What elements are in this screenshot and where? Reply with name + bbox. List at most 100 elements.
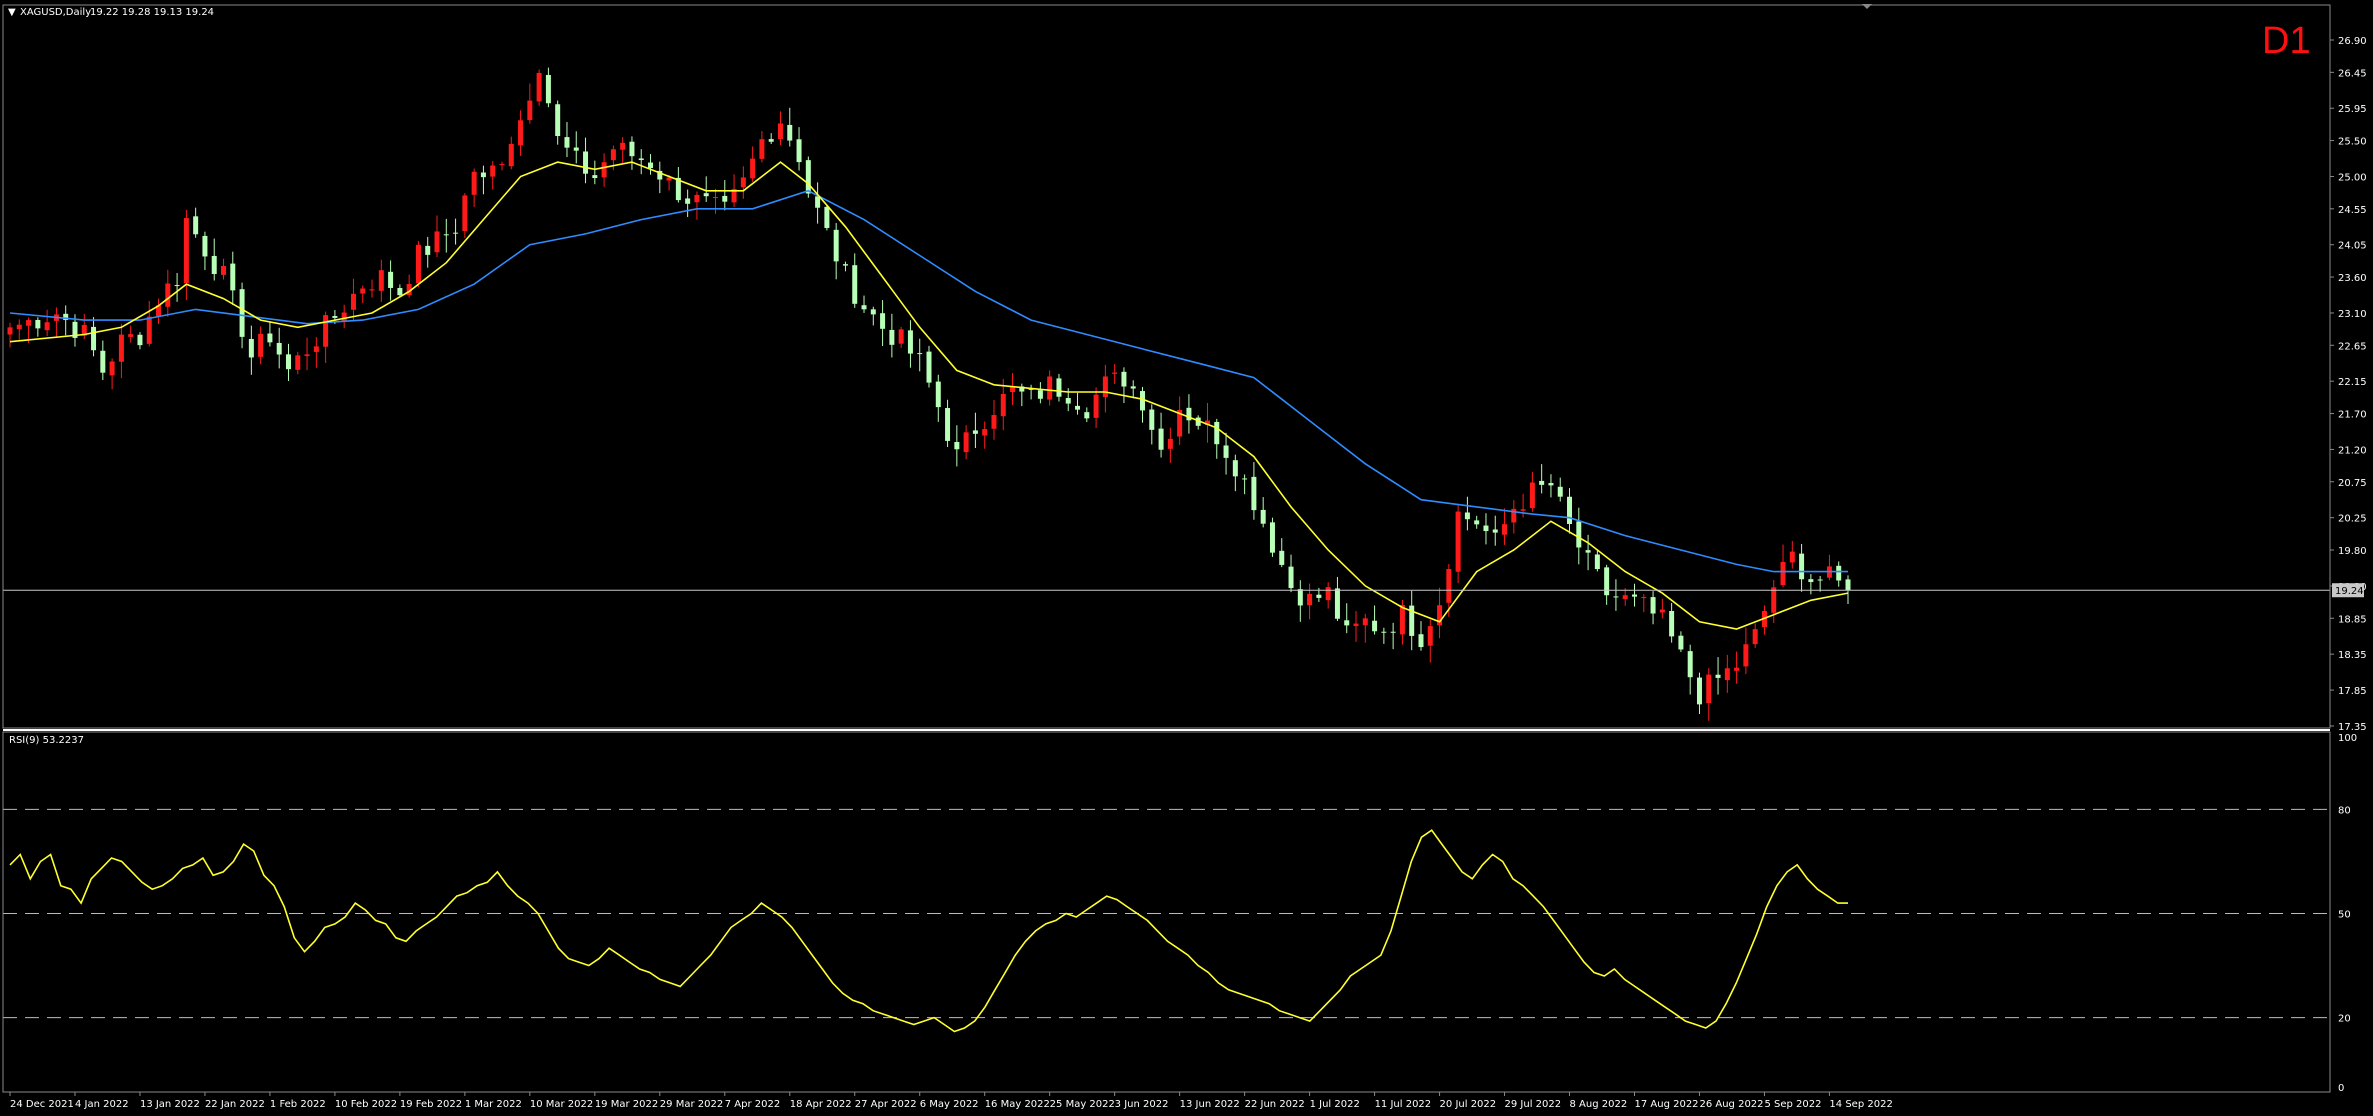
candle-body	[963, 432, 969, 453]
candle-body	[1483, 525, 1489, 532]
candle-body	[1084, 412, 1090, 419]
candle-body	[1019, 386, 1025, 392]
candle-body	[146, 316, 152, 344]
date-tick-label: 19 Feb 2022	[400, 1099, 462, 1110]
timeframe-label: D1	[2262, 20, 2311, 62]
candle-body	[1641, 597, 1647, 599]
candle-body	[620, 142, 626, 150]
price-tick-label: 17.85	[2338, 686, 2367, 697]
candle-body	[527, 100, 533, 121]
candle-body	[852, 265, 858, 304]
date-tick-label: 29 Mar 2022	[660, 1099, 723, 1110]
candle-body	[777, 123, 783, 140]
candle-body	[815, 196, 821, 208]
current-price-tag	[2332, 583, 2364, 598]
candle-body	[768, 139, 774, 142]
candle-body	[63, 313, 69, 320]
candle-body	[1734, 667, 1740, 671]
candle-body	[861, 305, 867, 310]
candle-body	[406, 284, 412, 296]
rsi-pane[interactable]	[3, 808, 2330, 1033]
candle-body	[1334, 588, 1340, 619]
candle-body	[592, 175, 598, 179]
candle-body	[397, 288, 403, 296]
candle-body	[1511, 508, 1517, 523]
price-pane[interactable]	[3, 67, 2330, 721]
candle-body	[1177, 409, 1183, 437]
candle-body	[1372, 620, 1378, 632]
candle-body	[648, 162, 654, 169]
candle-body	[323, 315, 329, 347]
candle-body	[81, 324, 87, 336]
candle-body	[1167, 438, 1173, 449]
candle-body	[518, 120, 524, 146]
candle-body	[666, 177, 672, 181]
candle-body	[935, 381, 941, 408]
price-tick-label: 21.20	[2338, 445, 2367, 456]
date-tick-label: 22 Jan 2022	[205, 1099, 265, 1110]
date-tick-label: 18 Apr 2022	[790, 1099, 852, 1110]
candle-body	[573, 147, 579, 151]
candle-body	[1817, 579, 1823, 581]
candle-body	[1659, 609, 1665, 613]
candle-body	[1427, 626, 1433, 646]
candle-body	[388, 271, 394, 288]
candle-body	[1743, 644, 1749, 667]
date-tick-label: 6 May 2022	[920, 1099, 979, 1110]
price-tick-label: 20.75	[2338, 478, 2367, 489]
date-tick-label: 22 Jun 2022	[1245, 1099, 1305, 1110]
date-tick-label: 1 Feb 2022	[270, 1099, 326, 1110]
candle-body	[907, 330, 913, 354]
candle-body	[1455, 511, 1461, 572]
price-tick-label: 22.65	[2338, 341, 2367, 352]
candle-body	[1836, 565, 1842, 581]
candle-body	[833, 229, 839, 262]
candle-body	[1093, 394, 1099, 418]
candle-body	[972, 430, 978, 434]
collapse-triangle-icon[interactable]: ▼	[8, 7, 16, 18]
candle-body	[1669, 610, 1675, 637]
price-tick-label: 24.55	[2338, 205, 2367, 216]
candle-body	[295, 355, 301, 370]
candle-body	[369, 289, 375, 291]
candle-body	[490, 165, 496, 177]
candle-body	[555, 104, 561, 137]
date-tick-label: 5 Sep 2022	[1764, 1099, 1821, 1110]
candle-body	[1399, 605, 1405, 635]
candle-body	[610, 149, 616, 161]
candle-body	[1204, 420, 1210, 426]
rsi-tick-label: 50	[2338, 910, 2351, 921]
candle-body	[1789, 551, 1795, 563]
date-tick-label: 17 Aug 2022	[1634, 1099, 1698, 1110]
candle-body	[72, 321, 78, 338]
candle-body	[1622, 595, 1628, 600]
price-tick-label: 22.15	[2338, 377, 2367, 388]
candle-body	[471, 171, 477, 195]
candle-body	[1696, 677, 1702, 705]
date-tick-label: 25 May 2022	[1050, 1099, 1115, 1110]
candle-body	[258, 333, 264, 357]
candle-body	[1149, 409, 1155, 430]
price-tick-label: 19.80	[2338, 546, 2367, 557]
candle-body	[759, 139, 765, 159]
candle-body	[202, 235, 208, 257]
candle-body	[1548, 483, 1554, 486]
candle-body	[545, 74, 551, 104]
date-tick-label: 8 Aug 2022	[1570, 1099, 1628, 1110]
candle-body	[1279, 550, 1285, 565]
candle-body	[917, 353, 923, 355]
price-tick-label: 25.00	[2338, 172, 2367, 183]
chart-shift-marker[interactable]	[1862, 4, 1872, 9]
candle-body	[239, 289, 245, 337]
candle-body	[991, 415, 997, 429]
candle-body	[536, 72, 542, 102]
candle-body	[1715, 674, 1721, 678]
candle-body	[703, 193, 709, 197]
date-tick-label: 10 Feb 2022	[335, 1099, 397, 1110]
candle-body	[1214, 421, 1220, 445]
candle-body	[332, 316, 338, 318]
candle-body	[378, 270, 384, 291]
candle-body	[304, 354, 310, 357]
candle-body	[434, 231, 440, 253]
